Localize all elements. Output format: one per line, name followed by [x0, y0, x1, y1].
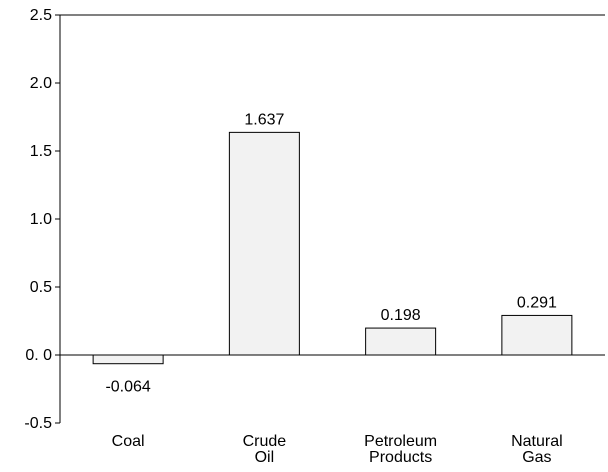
- bar-value-label: 1.637: [244, 111, 284, 128]
- category-label: Crude: [243, 433, 287, 450]
- category-label: Petroleum: [364, 433, 437, 450]
- y-axis-ticks: -0.5 0. 0 0.5 1.0 1.5 2.0 2.5: [24, 7, 60, 432]
- bar: [365, 327, 437, 356]
- y-tick-label: 0. 0: [25, 347, 52, 364]
- y-tick-label: 2.0: [30, 75, 52, 92]
- category-label: Oil: [255, 449, 275, 466]
- y-tick-label: 1.0: [30, 211, 52, 228]
- category-label: Natural: [511, 433, 563, 450]
- category-label: Coal: [112, 433, 145, 450]
- category-label: Gas: [522, 449, 551, 466]
- y-tick-label: 1.5: [30, 143, 52, 160]
- bar: [228, 131, 300, 356]
- bar-value-label: -0.064: [105, 379, 150, 396]
- bar-value-label: 0.291: [517, 294, 557, 311]
- bar-value-label: 0.198: [381, 307, 421, 324]
- category-label: Products: [369, 449, 432, 466]
- y-tick-label: 0.5: [30, 279, 52, 296]
- bar: [92, 354, 164, 365]
- y-tick-label: 2.5: [30, 7, 52, 24]
- y-tick-label: -0.5: [24, 415, 52, 432]
- bars: -0.064 1.637 0.198 0.291: [92, 111, 573, 396]
- bar: [501, 314, 573, 356]
